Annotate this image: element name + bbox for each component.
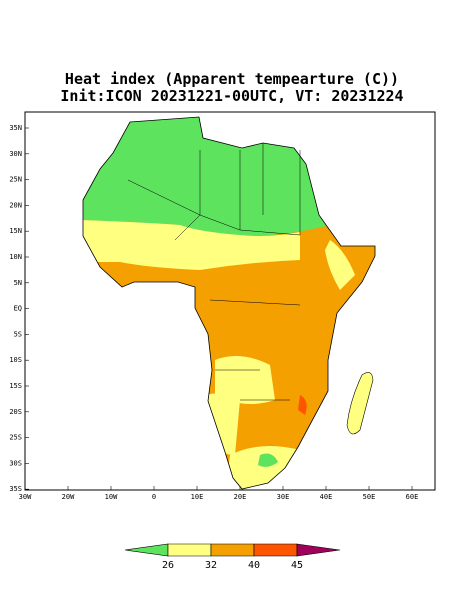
borders: [127, 143, 301, 401]
lat-label: EQ: [14, 305, 22, 313]
lat-label: 10S: [9, 356, 22, 364]
colorbar-label: 32: [205, 560, 217, 571]
lat-label: 30N: [9, 150, 22, 158]
lon-labels: 30W 20W 10W 0 10E 20E 30E 40E 50E 60E: [19, 486, 419, 501]
lat-label: 25S: [9, 434, 22, 442]
lon-label: 0: [152, 493, 156, 501]
colorbar-segment: [253, 543, 298, 557]
lat-label: 5N: [14, 279, 22, 287]
lon-label: 30E: [277, 493, 290, 501]
lon-label: 10W: [105, 493, 118, 501]
colorbar-label: 26: [162, 560, 174, 571]
colorbar: 26 32 40 45: [124, 543, 341, 571]
lat-label: 5S: [14, 330, 22, 338]
colorbar-segment: [296, 543, 341, 557]
colorbar-segment: [124, 543, 169, 557]
lon-label: 50E: [363, 493, 376, 501]
lon-label: 30W: [19, 493, 32, 501]
coastline: [82, 116, 376, 490]
title-line2: Init:ICON 20231221-00UTC, VT: 20231224: [60, 87, 403, 105]
lat-label: 35N: [9, 124, 22, 132]
map: 35N 30N 25N 20N 15N 10N 5N EQ 5S 10S 15S 20S 25S 30S 3…: [9, 111, 436, 501]
lon-label: 60E: [406, 493, 419, 501]
colorbar-label: 45: [291, 560, 303, 571]
colorbar-segment: [167, 543, 212, 557]
lon-label: 20W: [62, 493, 75, 501]
lon-label: 20E: [234, 493, 247, 501]
lat-label: 30S: [9, 459, 22, 467]
lon-label: 40E: [320, 493, 333, 501]
lat-label: 15S: [9, 382, 22, 390]
lat-label: 20S: [9, 408, 22, 416]
lat-label: 10N: [9, 253, 22, 261]
lat-labels: 35N 30N 25N 20N 15N 10N 5N EQ 5S 10S 15S 20S 25S 30S 3…: [9, 124, 29, 493]
lat-label: 20N: [9, 201, 22, 209]
colorbar-label: 40: [248, 560, 260, 571]
lat-label: 35S: [9, 485, 22, 493]
title-line1: Heat index (Apparent tempearture (C)): [65, 70, 399, 88]
colorbar-segment: [210, 543, 255, 557]
lat-label: 15N: [9, 227, 22, 235]
lon-label: 10E: [191, 493, 204, 501]
lat-label: 25N: [9, 176, 22, 184]
madagascar: [346, 372, 374, 435]
